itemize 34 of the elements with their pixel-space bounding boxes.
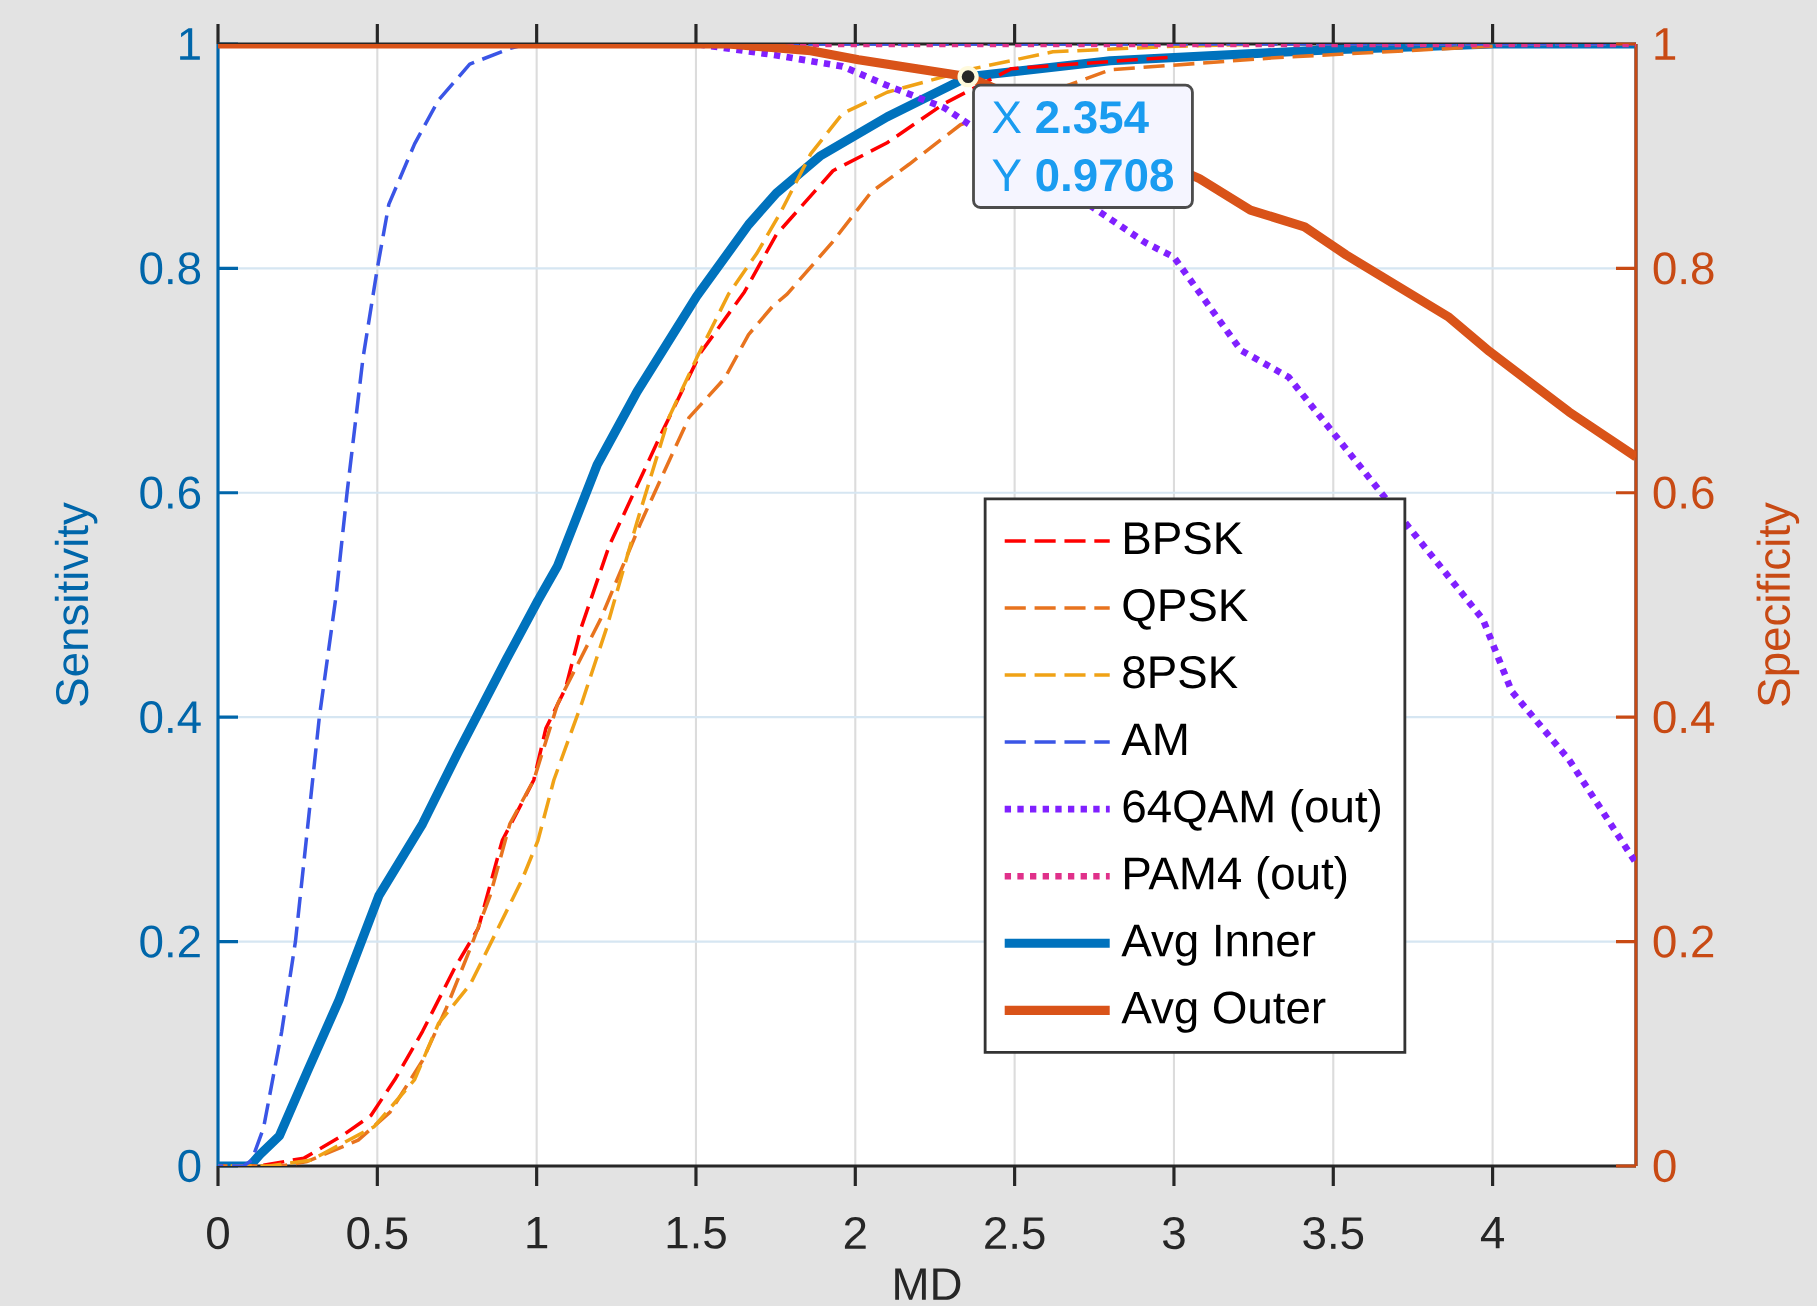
y-tick-label: 0.8 xyxy=(140,252,201,285)
y-tick-label: 0.4 xyxy=(140,701,201,734)
y2-tick-label: 0.4 xyxy=(1653,701,1715,734)
x-tick-label: 3.5 xyxy=(1303,1216,1364,1250)
y-tick-label: 1 xyxy=(180,28,200,60)
x-tick-label: 4 xyxy=(1480,1216,1504,1249)
y2-tick-label: 0.2 xyxy=(1653,925,1714,958)
x-tick-label: 0.5 xyxy=(347,1216,408,1250)
x-tick-label: 0 xyxy=(207,1216,229,1250)
x-tick-label: 2 xyxy=(844,1216,866,1249)
legend-label: QPSK xyxy=(1123,589,1248,630)
legend-label: 8PSK xyxy=(1123,656,1238,689)
legend-label: 64QAM (out) xyxy=(1123,789,1380,832)
y-axis-title: Sensitivity xyxy=(54,502,98,706)
annotation: X 2.354 xyxy=(992,101,1149,134)
legend-label: BPSK xyxy=(1125,522,1243,555)
x-tick-label: 3 xyxy=(1163,1216,1185,1250)
legend-label: PAM4 (out) xyxy=(1125,856,1347,899)
x-tick-label: 1 xyxy=(527,1216,548,1249)
annotation: Y 0.9708 xyxy=(992,159,1174,192)
y-tick-label: 0.6 xyxy=(140,476,201,509)
y2-tick-label: 0 xyxy=(1653,1149,1676,1183)
x-axis-title: MD xyxy=(895,1268,961,1300)
legend-label: Avg Outer xyxy=(1121,991,1326,1033)
y2-axis-title: Specificity xyxy=(1756,502,1800,706)
y-tick-label: 0 xyxy=(178,1149,201,1183)
x-tick-label: 2.5 xyxy=(985,1216,1045,1250)
legend-label: Avg Inner xyxy=(1121,924,1316,966)
legend-label: AM xyxy=(1121,723,1187,756)
y2-tick-label: 1 xyxy=(1655,28,1676,60)
y-tick-label: 0.2 xyxy=(140,925,200,958)
y2-tick-label: 0.6 xyxy=(1653,476,1714,509)
x-tick-label: 1.5 xyxy=(667,1216,726,1249)
y2-tick-label: 0.8 xyxy=(1653,252,1714,285)
